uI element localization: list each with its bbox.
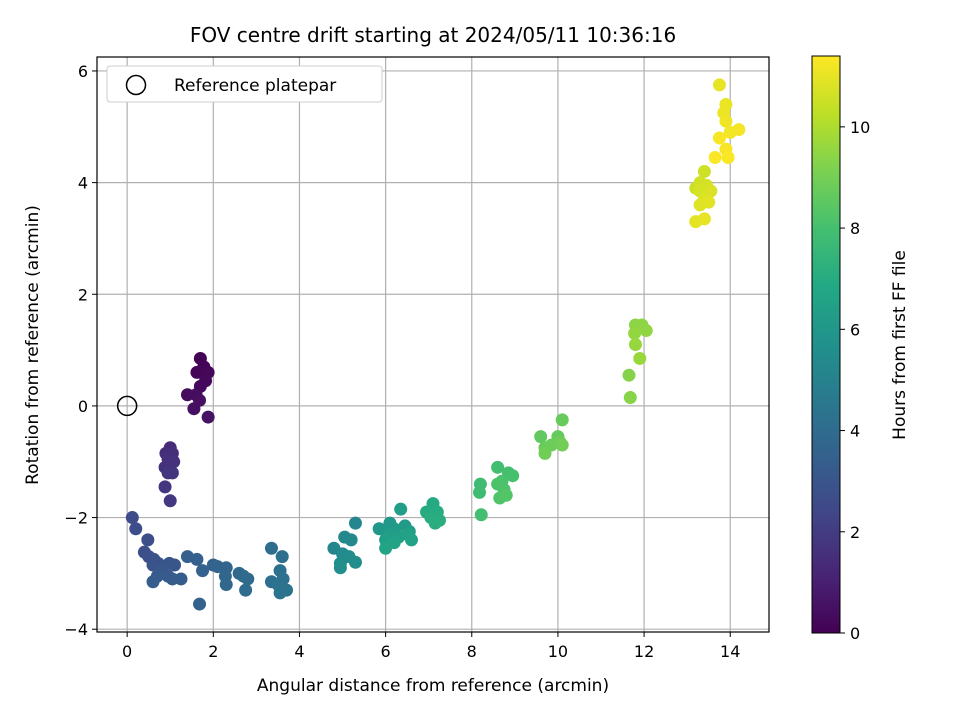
data-point — [697, 164, 711, 178]
y-tick-label: 4 — [78, 174, 88, 193]
data-point — [241, 572, 255, 586]
x-tick-label: 8 — [467, 642, 477, 661]
colorbar: 0 2 4 6 8 10 Hours from first FF file — [811, 55, 910, 643]
legend-entry-reference: Reference platepar — [174, 76, 336, 96]
data-point — [428, 516, 442, 530]
data-point — [499, 488, 513, 502]
data-point — [333, 561, 347, 575]
data-point — [190, 365, 204, 379]
data-point — [712, 131, 726, 145]
y-tick-label: −2 — [64, 509, 88, 528]
data-point — [163, 494, 177, 508]
data-point — [538, 446, 552, 460]
reference-point-marker — [116, 395, 138, 417]
data-point — [129, 522, 143, 536]
data-point — [628, 326, 642, 340]
y-tick-label: 0 — [78, 397, 88, 416]
data-point — [708, 150, 722, 164]
data-point — [379, 541, 393, 555]
colorbar-ticks: 0 2 4 6 8 10 — [840, 118, 870, 643]
data-point — [174, 572, 188, 586]
data-point — [702, 195, 716, 209]
data-point — [158, 480, 172, 494]
data-point — [196, 564, 210, 578]
x-tick-label: 0 — [122, 642, 132, 661]
grid-lines — [97, 57, 769, 632]
y-tick-label: 6 — [78, 62, 88, 81]
data-point — [348, 516, 362, 530]
x-tick-label: 6 — [381, 642, 391, 661]
legend-box — [106, 65, 383, 103]
data-point — [146, 575, 160, 589]
colorbar-tick-label: 0 — [850, 624, 860, 643]
x-tick-label: 4 — [294, 642, 304, 661]
y-tick-label: −4 — [64, 620, 88, 639]
data-point — [628, 338, 642, 351]
data-point — [555, 438, 569, 452]
data-point — [404, 533, 418, 547]
x-tick-label: 12 — [634, 642, 654, 661]
colorbar-label: Hours from first FF file — [890, 250, 910, 440]
data-point — [506, 469, 520, 483]
x-tick-label: 2 — [208, 642, 218, 661]
x-tick-label: 10 — [548, 642, 568, 661]
legend-marker-open-circle — [125, 74, 147, 96]
data-point — [394, 502, 408, 516]
data-point — [473, 485, 487, 499]
data-point — [534, 430, 548, 444]
x-axis-ticks: 0 2 4 6 8 10 12 14 — [122, 632, 740, 661]
legend: Reference platepar — [106, 65, 383, 103]
data-point — [239, 583, 253, 597]
y-axis-label: Rotation from reference (arcmin) — [23, 205, 43, 485]
data-point — [165, 466, 179, 480]
colorbar-tick-label: 4 — [850, 422, 860, 441]
data-point — [344, 533, 358, 547]
reference-marker — [116, 395, 138, 417]
x-axis-label: Angular distance from reference (arcmin) — [257, 676, 609, 696]
data-point — [555, 413, 569, 427]
data-point — [141, 533, 155, 547]
data-point — [187, 402, 201, 416]
data-point — [732, 123, 746, 137]
data-point — [193, 597, 207, 611]
data-point — [201, 410, 215, 424]
data-point — [639, 324, 653, 338]
data-point — [719, 114, 733, 128]
y-tick-label: 2 — [78, 285, 88, 304]
data-point — [275, 550, 289, 564]
data-point — [125, 511, 139, 525]
data-point — [721, 150, 735, 164]
data-point — [697, 212, 711, 226]
data-point — [622, 368, 636, 382]
data-point — [491, 460, 505, 474]
data-points — [125, 78, 746, 611]
data-point — [348, 555, 362, 569]
data-point — [633, 351, 647, 365]
colorbar-tick-label: 2 — [850, 523, 860, 542]
data-point — [190, 552, 204, 566]
data-point — [623, 391, 637, 405]
colorbar-tick-label: 10 — [850, 118, 870, 137]
plot-frame — [96, 56, 770, 633]
data-point — [273, 586, 287, 600]
colorbar-tick-label: 8 — [850, 219, 860, 238]
chart-title: FOV centre drift starting at 2024/05/11 … — [190, 23, 676, 47]
colorbar-gradient — [811, 55, 841, 634]
colorbar-tick-label: 6 — [850, 320, 860, 339]
data-point — [474, 508, 488, 522]
x-tick-label: 14 — [720, 642, 740, 661]
y-axis-ticks: −4 −2 0 2 4 6 — [64, 62, 97, 639]
data-point — [264, 541, 278, 555]
data-point — [219, 578, 233, 592]
data-point — [168, 558, 182, 572]
data-point — [712, 78, 726, 92]
